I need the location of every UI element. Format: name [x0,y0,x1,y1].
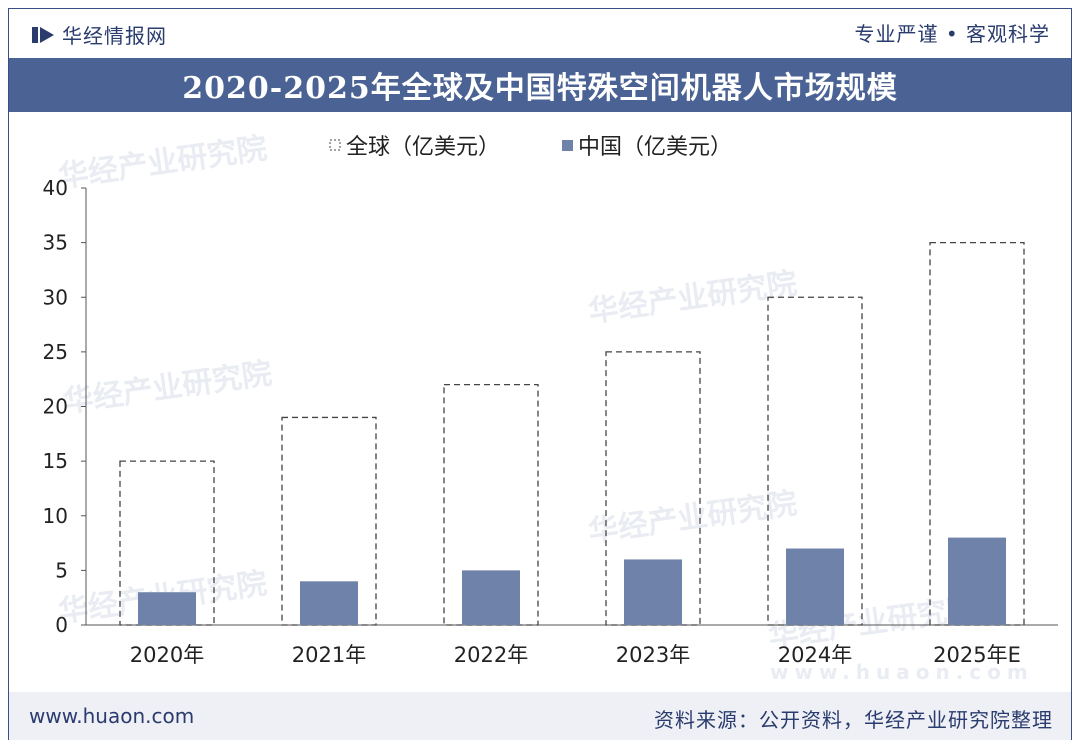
header-bar: 华经情报网 专业严谨 • 客观科学 [0,0,1080,58]
y-tick-label: 5 [55,558,68,582]
brand-name: 华经情报网 [62,24,167,48]
y-tick-label: 30 [43,285,68,309]
watermark-text: 华经产业研究院 [56,131,269,195]
footer-bar: www.huaon.com 资料来源：公开资料，华经产业研究院整理 [9,692,1071,740]
watermark-text: 华经产业研究院 [586,266,799,330]
watermark-text: 华经产业研究院 [61,356,274,420]
legend-swatch-global [329,139,341,151]
x-tick-label: 2023年 [616,643,690,667]
y-tick-label: 40 [43,176,68,200]
footer-site-url: www.huaon.com [29,704,195,728]
bar-chart: 华经产业研究院华经产业研究院华经产业研究院华经产业研究院华经产业研究院华经产业研… [43,131,1058,684]
chart-axes: 0 5 10 15 20 25 30 35 40 [43,176,1058,637]
x-tick-label: 2024年 [778,643,852,667]
brand-logo-icon [32,26,54,43]
watermark-layer: 华经产业研究院华经产业研究院华经产业研究院华经产业研究院华经产业研究院华经产业研… [56,131,1034,684]
chart-bars [119,241,1025,626]
x-tick-label: 2025年E [933,643,1021,667]
bar-china [948,537,1006,625]
bar-china [462,570,520,625]
watermark-url: www.huaon.com [770,660,1034,684]
bar-china [300,581,358,625]
x-tick-label: 2020年 [130,643,204,667]
x-tick-label: 2021年 [292,643,366,667]
y-tick-label: 35 [43,231,68,255]
y-tick-label: 25 [43,340,68,364]
footer-source-note: 资料来源：公开资料，华经产业研究院整理 [654,708,1053,732]
chart-title: 2020-2025年全球及中国特殊空间机器人市场规模 [182,71,898,106]
x-axis-labels: 2020年 2021年 2022年 2023年 2024年 2025年E [130,643,1021,667]
y-tick-label: 10 [43,504,68,528]
bar-china [138,592,196,625]
brand-logo: 华经情报网 [32,20,167,49]
y-tick-label: 0 [55,613,68,637]
legend-swatch-china [562,140,573,151]
chart-legend: 全球（亿美元） 中国（亿美元） [329,135,732,160]
y-tick-label: 15 [43,449,68,473]
legend-label: 全球（亿美元） [346,135,500,160]
bar-china [786,548,844,625]
watermark-text: 华经产业研究院 [586,486,799,550]
y-tick-label: 20 [43,395,68,419]
legend-label: 中国（亿美元） [578,135,732,160]
x-tick-label: 2022年 [454,643,528,667]
bar-china [624,559,682,625]
brand-slogan: 专业严谨 • 客观科学 [854,22,1050,46]
title-band: 2020-2025年全球及中国特殊空间机器人市场规模 [9,58,1071,112]
